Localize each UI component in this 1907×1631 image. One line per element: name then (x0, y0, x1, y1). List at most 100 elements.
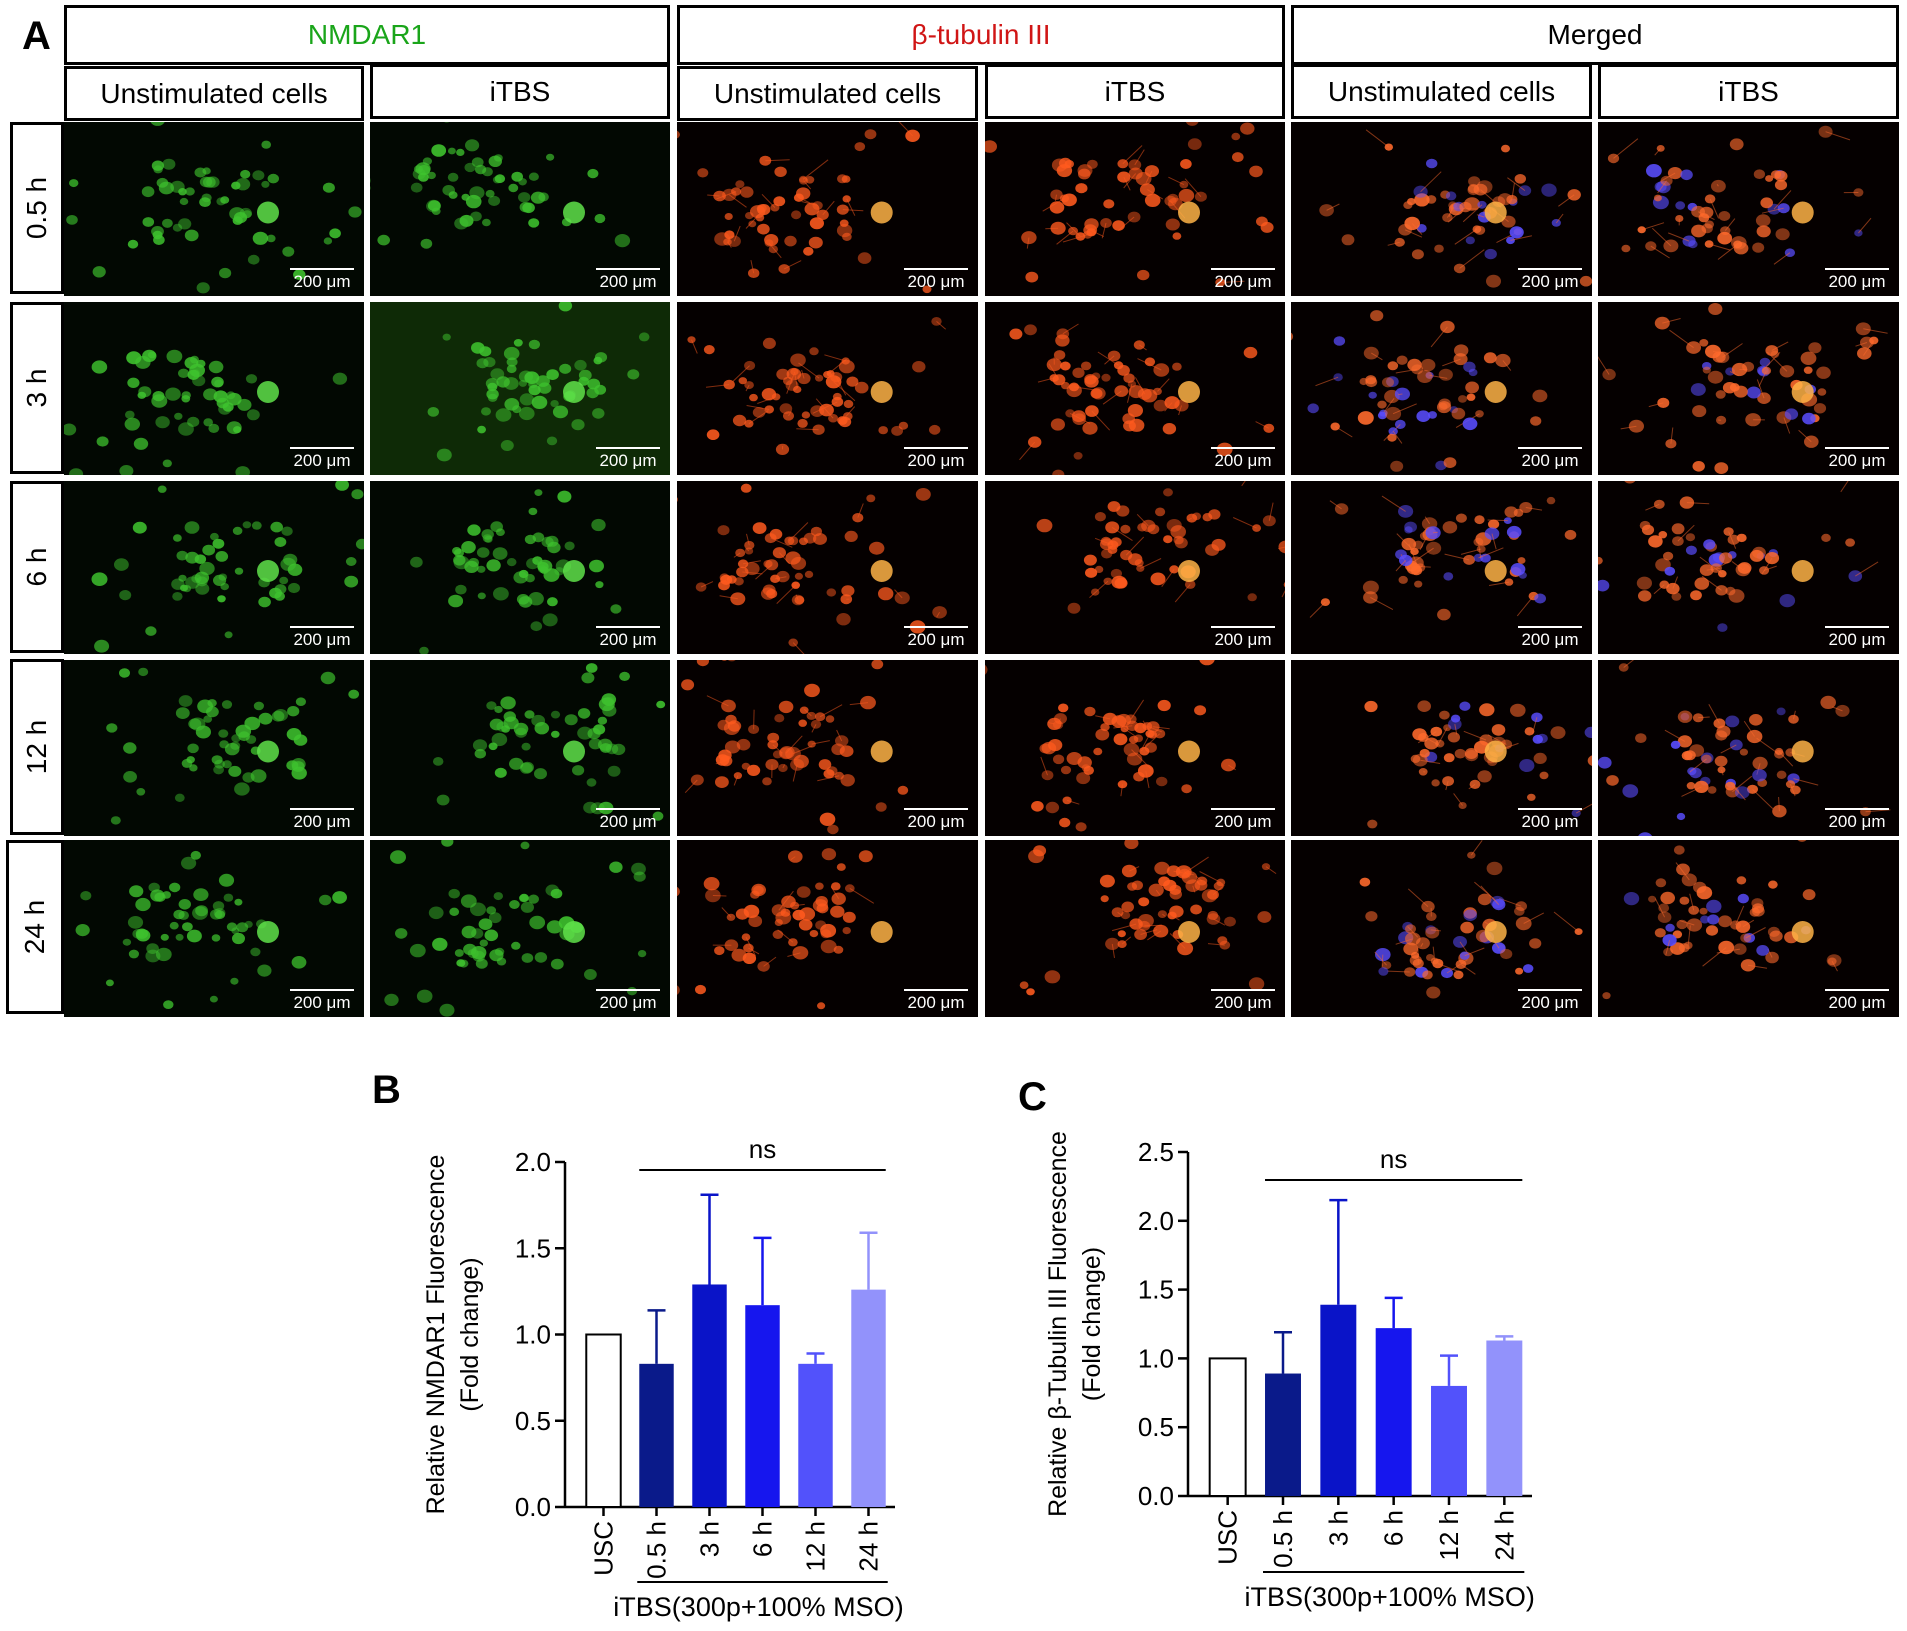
bar-12h (1431, 1385, 1467, 1496)
bar-6h (1375, 1328, 1412, 1496)
micrograph-merged-unstimulated: 200 μm (1291, 840, 1592, 1017)
micrograph-tubulin-itbs: 200 μm (985, 840, 1285, 1017)
bar-3h (1320, 1304, 1357, 1496)
row-label-6h: 6 h (10, 481, 64, 653)
y-tick-label: 0.0 (515, 1492, 551, 1522)
scale-bar-label: 200 μm (1214, 993, 1272, 1012)
x-tick-label: USC (589, 1521, 619, 1576)
micrograph-nmdar1-unstimulated: 200 μm (64, 122, 364, 296)
subheader-tubulin-unstimulated: Unstimulated cells (677, 66, 978, 121)
row-label-0-5h: 0.5 h (10, 122, 64, 294)
panel-label-b: B (372, 1068, 401, 1112)
y-tick-label: 1.0 (515, 1320, 551, 1350)
cell-cluster (1309, 495, 1577, 621)
cell-cluster (433, 663, 666, 821)
bar-3h (692, 1284, 727, 1507)
cell-cluster (384, 840, 647, 1017)
scale-bar-line (1825, 268, 1889, 270)
scale-bar: 200 μm (1825, 989, 1889, 1013)
scale-bar-label: 200 μm (293, 630, 351, 649)
cell-cluster (1602, 840, 1842, 1000)
cell-cluster (64, 349, 348, 475)
micrograph-merged-itbs: 200 μm (1598, 481, 1899, 654)
cell-cluster (985, 660, 1236, 832)
scale-bar-line (1211, 989, 1275, 991)
micrograph-tubulin-itbs: 200 μm (985, 122, 1285, 296)
scale-bar-label: 200 μm (1214, 630, 1272, 649)
subheader-merged-unstimulated: Unstimulated cells (1291, 64, 1592, 119)
bar-24h (851, 1289, 886, 1507)
scale-bar-line (290, 626, 354, 628)
row-label-text: 24 h (19, 899, 50, 955)
scale-bar-label: 200 μm (599, 812, 657, 831)
scale-bar: 200 μm (904, 989, 968, 1013)
cell-cluster (1598, 303, 1888, 474)
micrograph-tubulin-itbs: 200 μm (985, 302, 1285, 475)
scale-bar-line (904, 626, 968, 628)
subheader-nmdar1-itbs: iTBS (370, 64, 670, 119)
scale-bar-label: 200 μm (599, 451, 657, 470)
micrograph-merged-unstimulated: 200 μm (1291, 481, 1592, 654)
micrograph-merged-itbs: 200 μm (1598, 840, 1899, 1017)
micrograph-nmdar1-unstimulated: 200 μm (64, 302, 364, 475)
x-tick-label: 3 h (695, 1521, 725, 1557)
scale-bar-line (1518, 989, 1582, 991)
scale-bar-label: 200 μm (907, 993, 965, 1012)
scale-bar-line (1518, 808, 1582, 810)
x-tick-label: 12 h (1434, 1510, 1464, 1561)
micrograph-tubulin-itbs: 200 μm (985, 660, 1285, 836)
scale-bar-label: 200 μm (907, 272, 965, 291)
scale-bar-line (596, 447, 660, 449)
chart-tubulin: 0.0 0.5 1.0 1.5 2.0 2.5 Relative β-Tubulin III… (1044, 1131, 1535, 1612)
cell-cluster (677, 848, 893, 1010)
scale-bar-line (290, 808, 354, 810)
scale-bar: 200 μm (904, 626, 968, 650)
scale-bar: 200 μm (904, 447, 968, 471)
scale-bar-line (290, 989, 354, 991)
scale-bar-line (596, 626, 660, 628)
scale-bar-line (1211, 808, 1275, 810)
scale-bar-label: 200 μm (907, 451, 965, 470)
x-tick-label: 3 h (1323, 1510, 1353, 1546)
micrograph-nmdar1-itbs: 200 μm (370, 481, 670, 654)
row-label-text: 3 h (21, 368, 52, 408)
scale-bar-line (1518, 626, 1582, 628)
bar-24h (1486, 1340, 1523, 1496)
column-header-nmdar1: NMDAR1 (64, 5, 670, 65)
cell-cluster (687, 317, 947, 455)
scale-bar-label: 200 μm (293, 993, 351, 1012)
scale-bar-line (1518, 447, 1582, 449)
scale-bar-label: 200 μm (599, 630, 657, 649)
y-axis-label: Relative NMDAR1 Fluorescence (422, 1155, 450, 1515)
cell-cluster (677, 122, 932, 294)
micrograph-nmdar1-unstimulated: 200 μm (64, 660, 364, 836)
cell-cluster (1598, 481, 1879, 632)
scale-bar-label: 200 μm (1828, 630, 1886, 649)
x-tick-label: 0.5 h (642, 1521, 672, 1579)
x-tick-label: 6 h (748, 1521, 778, 1557)
scale-bar-line (1211, 626, 1275, 628)
scale-bar: 200 μm (596, 989, 660, 1013)
group-label: iTBS(300p+100% MSO) (613, 1592, 903, 1622)
cell-cluster (1009, 323, 1275, 475)
subheader-nmdar1-unstimulated: Unstimulated cells (64, 66, 364, 121)
scale-bar-line (1825, 626, 1889, 628)
scale-bar: 200 μm (1825, 268, 1889, 292)
row-label-3h: 3 h (10, 302, 64, 474)
scale-bar-line (290, 447, 354, 449)
scale-bar-line (596, 268, 660, 270)
subheader-tubulin-itbs: iTBS (985, 64, 1285, 119)
scale-bar-line (1825, 447, 1889, 449)
scale-bar-label: 200 μm (1828, 993, 1886, 1012)
y-tick-label: 2.0 (515, 1147, 551, 1177)
scale-bar-line (904, 268, 968, 270)
scale-bar-line (596, 989, 660, 991)
scale-bar-label: 200 μm (599, 272, 657, 291)
scale-bar-line (1825, 989, 1889, 991)
micrograph-nmdar1-itbs: 200 μm (370, 660, 670, 836)
x-tick-label: 0.5 h (1268, 1510, 1298, 1568)
cell-cluster (1364, 700, 1592, 829)
cell-cluster (427, 302, 650, 462)
scale-bar: 200 μm (596, 268, 660, 292)
scale-bar-label: 200 μm (907, 630, 965, 649)
